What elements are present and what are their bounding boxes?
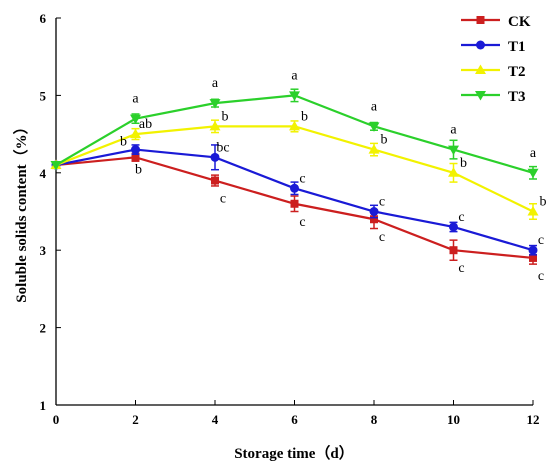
significance-label: c — [379, 195, 385, 210]
significance-label: a — [371, 99, 378, 114]
data-point-t2 — [209, 120, 221, 131]
legend-marker — [475, 91, 486, 101]
legend-label: T2 — [508, 64, 526, 80]
data-point-t2 — [289, 120, 300, 131]
significance-label: c — [458, 261, 464, 276]
legend-label: T3 — [508, 89, 526, 105]
legend-marker — [476, 40, 485, 50]
significance-label: c — [538, 269, 544, 284]
significance-label: c — [299, 215, 305, 230]
significance-label: c — [379, 230, 385, 245]
legend-label: T1 — [508, 39, 526, 55]
legend-item-ck: CK — [461, 14, 531, 30]
x-tick-label: 2 — [132, 412, 139, 427]
x-tick-label: 12 — [527, 412, 540, 427]
significance-label: b — [120, 135, 127, 150]
data-point-ck — [370, 215, 378, 224]
significance-label: c — [220, 192, 226, 207]
data-point-t3 — [130, 114, 141, 125]
data-point-t1 — [449, 222, 458, 232]
significance-label: a — [450, 123, 457, 138]
significance-label: c — [538, 233, 544, 248]
data-point-ck — [211, 176, 219, 185]
legend-marker — [475, 64, 486, 74]
data-point-t3 — [527, 168, 539, 179]
data-point-t1 — [290, 183, 299, 193]
series-t3 — [50, 88, 539, 180]
significance-label: a — [132, 92, 139, 107]
x-tick-label: 6 — [291, 412, 298, 427]
significance-label: c — [458, 210, 464, 225]
y-tick-label: 4 — [40, 166, 47, 181]
significance-label: a — [291, 68, 298, 83]
legend-item-t1: T1 — [461, 39, 526, 55]
data-point-t3 — [289, 91, 300, 101]
significance-label: bc — [216, 140, 229, 155]
data-point-t1 — [131, 145, 140, 155]
series-t2 — [50, 119, 539, 220]
data-point-t2 — [130, 128, 141, 139]
data-point-ck — [529, 253, 537, 262]
significance-label: b — [301, 109, 308, 124]
significance-label: b — [540, 195, 547, 210]
data-point-ck — [449, 246, 458, 255]
legend-item-t3: T3 — [461, 89, 526, 105]
data-point-t1 — [369, 207, 379, 216]
data-point-t3 — [50, 161, 62, 171]
data-point-t1 — [210, 152, 220, 162]
significance-label: b — [222, 109, 229, 124]
data-point-t2 — [527, 206, 539, 216]
significance-label: a — [530, 146, 537, 161]
x-tick-label: 8 — [371, 412, 378, 427]
legend-marker — [476, 16, 485, 24]
y-tick-label: 6 — [40, 11, 47, 26]
legend-item-t2: T2 — [461, 64, 526, 80]
data-point-ck — [290, 199, 299, 208]
x-tick-label: 10 — [447, 412, 460, 427]
significance-label: b — [135, 162, 142, 177]
x-tick-label: 0 — [53, 412, 60, 427]
significance-label: c — [299, 171, 305, 186]
data-point-t2 — [368, 144, 380, 154]
legend: CK T1 T2 T3 — [452, 8, 550, 112]
significance-label: a — [212, 76, 219, 91]
data-point-t3 — [368, 122, 380, 132]
legend-background — [452, 8, 550, 112]
y-tick-label: 5 — [40, 88, 47, 103]
y-tick-label: 3 — [40, 243, 47, 258]
significance-label: b — [381, 133, 388, 148]
significance-label: b — [460, 156, 467, 171]
data-point-t1 — [528, 245, 538, 255]
x-axis-title: Storage time（d） — [234, 444, 354, 462]
y-axis-title: Soluble solids content（%） — [12, 119, 30, 302]
data-point-ck — [131, 153, 140, 162]
y-tick-label: 1 — [40, 398, 47, 413]
significance-label: ab — [139, 117, 152, 132]
legend-label: CK — [508, 14, 531, 30]
data-point-t3 — [209, 99, 221, 109]
y-tick-label: 2 — [40, 321, 47, 336]
data-point-t2 — [448, 167, 459, 177]
data-point-t3 — [448, 145, 459, 156]
x-tick-label: 4 — [212, 412, 219, 427]
series-layer — [50, 88, 539, 265]
